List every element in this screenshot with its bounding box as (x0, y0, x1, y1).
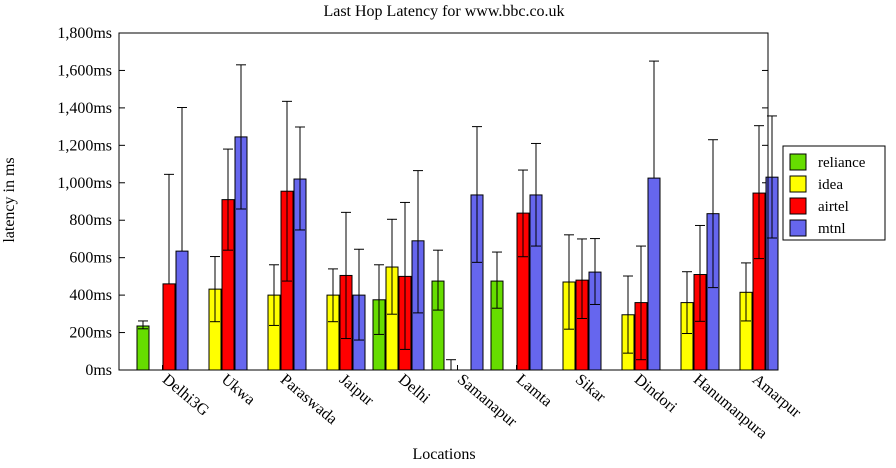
legend-entry: reliance (818, 155, 866, 171)
legend-swatch (789, 197, 807, 215)
bar-groups (136, 136, 779, 371)
x-tick-label: Amarpur (749, 371, 805, 422)
legend-entry: mtnl (818, 221, 846, 237)
y-tick-label: 800ms (69, 212, 112, 229)
legend-entry: idea (818, 177, 843, 193)
bar (175, 250, 189, 371)
bar (647, 177, 661, 371)
x-tick-label: Samanapur (454, 371, 521, 431)
x-tick-label: Dindori (631, 371, 680, 416)
y-tick-label: 1,400ms (57, 100, 112, 117)
legend-swatch (789, 175, 807, 193)
legend-swatch (789, 219, 807, 237)
x-tick-label: Jaipur (336, 371, 377, 410)
plot-frame (118, 32, 769, 371)
x-tick-label: Paraswada (277, 371, 340, 428)
x-tick-label: Delhi (395, 371, 434, 407)
legend-entry: airtel (818, 199, 849, 215)
y-tick-label: 1,000ms (57, 175, 112, 192)
y-axis-label: latency in ms (1, 157, 18, 242)
chart-title: Last Hop Latency for www.bbc.co.uk (323, 3, 564, 20)
bar (136, 325, 150, 371)
y-tick-label: 600ms (69, 250, 112, 267)
y-tick-label: 0ms (85, 362, 112, 379)
legend-swatch (789, 153, 807, 171)
y-tick-labels: 0ms 200ms 400ms 600ms 800ms 1,000ms 1,200ms 1,4… (57, 25, 112, 379)
y-tick-label: 1,200ms (57, 137, 112, 154)
y-tick-label: 1,600ms (57, 62, 112, 79)
x-tick-label: Delhi3G (159, 371, 212, 420)
y-tick-label: 400ms (69, 287, 112, 304)
y-tick-label: 1,800ms (57, 25, 112, 42)
legend: reliance idea airtel mtnl (782, 145, 886, 241)
x-tick-label: Ukwa (218, 371, 258, 409)
x-tick-label: Sikar (572, 371, 609, 406)
error-bars (138, 60, 777, 371)
x-tick-label: Lamta (513, 371, 555, 410)
bar (162, 283, 176, 371)
y-tick-label: 200ms (69, 325, 112, 342)
x-axis-label: Locations (412, 446, 475, 463)
